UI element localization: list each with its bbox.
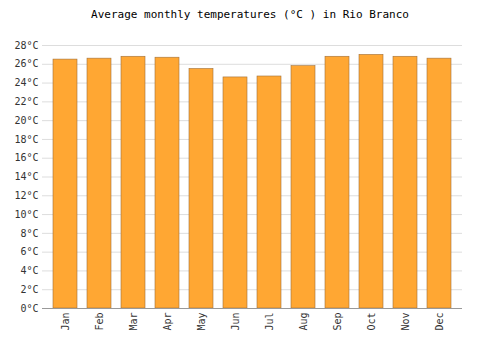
svg-text:16°C: 16°C xyxy=(14,152,38,163)
svg-text:Nov: Nov xyxy=(400,313,411,331)
svg-text:8°C: 8°C xyxy=(20,228,38,239)
svg-text:May: May xyxy=(196,313,207,331)
svg-text:Jun: Jun xyxy=(230,313,241,331)
svg-text:Dec: Dec xyxy=(434,313,445,331)
svg-text:14°C: 14°C xyxy=(14,171,38,182)
html-text:Average monthly temperatures (: Average monthly temperatures (°C ) in Ri… xyxy=(91,8,409,21)
svg-text:6°C: 6°C xyxy=(20,246,38,257)
svg-text:26°C: 26°C xyxy=(14,58,38,69)
svg-text:22°C: 22°C xyxy=(14,96,38,107)
svg-text:10°C: 10°C xyxy=(14,209,38,220)
svg-text:Jan: Jan xyxy=(60,313,71,331)
svg-text:28°C: 28°C xyxy=(14,40,38,51)
svg-text:12°C: 12°C xyxy=(14,190,38,201)
svg-text:2°C: 2°C xyxy=(20,284,38,295)
svg-text:18°C: 18°C xyxy=(14,134,38,145)
svg-text:Jul: Jul xyxy=(264,313,275,331)
svg-text:Oct: Oct xyxy=(366,313,377,331)
svg-text:Aug: Aug xyxy=(298,313,309,331)
svg-text:20°C: 20°C xyxy=(14,115,38,126)
svg-text:4°C: 4°C xyxy=(20,265,38,276)
svg-text:Sep: Sep xyxy=(332,313,343,331)
svg-text:0°C: 0°C xyxy=(20,303,38,314)
svg-text:Apr: Apr xyxy=(162,313,173,331)
svg-text:24°C: 24°C xyxy=(14,77,38,88)
svg-text:Feb: Feb xyxy=(94,313,105,331)
svg-text:Mar: Mar xyxy=(128,313,139,331)
